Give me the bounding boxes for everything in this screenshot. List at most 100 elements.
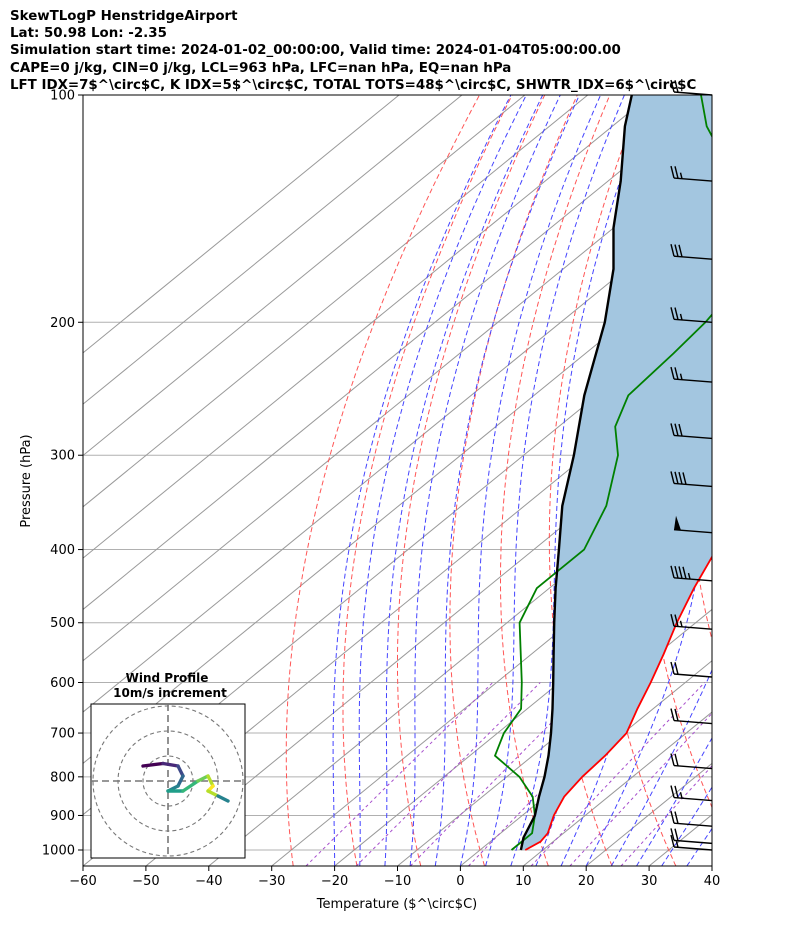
barb-feather — [670, 811, 675, 824]
wind-barb — [670, 661, 713, 678]
isotherm-line — [83, 95, 712, 611]
barb-staff — [673, 822, 713, 827]
barb-half-feather — [679, 172, 683, 179]
barb-feather — [674, 662, 679, 675]
barb-feather — [670, 614, 675, 627]
barb-feather — [670, 165, 675, 179]
barb-staff — [673, 255, 713, 260]
wind-barb — [670, 834, 713, 851]
hodograph-segment — [206, 774, 215, 788]
barb-half-feather — [675, 841, 679, 848]
y-axis-label: Pressure (hPa) — [19, 434, 34, 527]
location-line: Lat: 50.98 Lon: -2.35 — [10, 26, 167, 42]
x-tick-label: −30 — [258, 874, 285, 889]
x-axis-label: Temperature ($^\circ$C) — [316, 897, 477, 912]
cape-shade — [520, 95, 712, 850]
y-tick-label: 200 — [50, 316, 75, 331]
moist-adiabat — [585, 403, 712, 866]
barb-flag — [674, 515, 681, 531]
barb-feather — [678, 566, 683, 579]
hodograph-segment — [176, 774, 185, 788]
x-tick-label: −10 — [384, 874, 411, 889]
x-tick-label: 20 — [578, 874, 595, 889]
y-tick-label: 600 — [50, 676, 75, 691]
barb-feather — [670, 834, 675, 848]
isotherm-line — [83, 95, 463, 405]
chart-title: SkewTLogP HenstridgeAirport — [10, 9, 238, 24]
moist-adiabat — [358, 95, 527, 866]
barb-staff — [673, 482, 713, 488]
moist-adiabat — [711, 865, 712, 866]
y-tick-label: 900 — [50, 809, 75, 824]
moist-adiabat — [332, 95, 512, 866]
barb-feather — [670, 785, 675, 798]
wind-barb — [670, 785, 713, 802]
dry-adiabat — [771, 95, 794, 866]
wind-barb — [670, 471, 713, 488]
wind-barb — [670, 79, 713, 96]
barb-staff — [673, 625, 713, 630]
hodograph-segment — [161, 761, 180, 768]
y-tick-label: 700 — [50, 727, 75, 742]
dewpoint-profile — [493, 95, 712, 851]
barb-feather — [674, 828, 679, 841]
wind-barb — [670, 828, 713, 845]
x-tick-label: 40 — [704, 874, 721, 889]
wind-barb — [670, 753, 713, 770]
barb-feather — [674, 80, 679, 93]
barb-feather — [674, 423, 679, 436]
chart-header: SkewTLogP HenstridgeAirport Lat: 50.98 L… — [10, 8, 696, 94]
barb-half-feather — [679, 313, 683, 321]
inset-subtitle: 10m/s increment — [113, 686, 227, 700]
moist-adiabat — [384, 95, 544, 866]
barb-staff — [673, 177, 713, 182]
barb-feather — [674, 244, 679, 257]
dry-adiabat — [500, 95, 611, 866]
x-tick-label: −60 — [69, 874, 96, 889]
isotherm-line — [83, 95, 526, 457]
hodograph-segment — [196, 774, 210, 783]
mixing-ratio-line — [620, 765, 712, 866]
barb-feather — [678, 423, 683, 437]
barb-feather — [678, 244, 683, 258]
dry-adiabat — [449, 95, 578, 866]
barb-feather — [670, 708, 675, 721]
barb-feather — [670, 753, 675, 766]
barb-feather — [670, 828, 675, 841]
indices-line-1: CAPE=0 j/kg, CIN=0 j/kg, LCL=963 hPa, LF… — [10, 60, 512, 76]
x-tick-label: −20 — [321, 874, 348, 889]
barb-staff — [673, 796, 713, 802]
barb-feather — [678, 471, 683, 485]
barb-staff — [673, 529, 713, 534]
y-axis-ticks: 100 200 300 400 500 600 700 800 900 1000 — [42, 89, 83, 859]
wind-barb — [673, 515, 713, 534]
barb-feather — [674, 614, 679, 627]
barb-staff — [673, 764, 713, 770]
indices-line-2: LFT IDX=7$^\circ$C, K IDX=5$^\circ$C, TO… — [10, 77, 697, 93]
y-tick-label: 300 — [50, 449, 75, 464]
wind-barbs — [670, 79, 713, 851]
wind-barb — [670, 565, 713, 582]
wind-barb — [670, 614, 713, 630]
x-tick-label: −40 — [195, 874, 222, 889]
wind-profile-inset: Wind Profile 10m/s increment — [90, 671, 246, 859]
wind-barb — [670, 811, 713, 827]
y-tick-label: 400 — [50, 543, 75, 558]
barb-staff — [673, 378, 713, 383]
hodograph-segment — [176, 764, 185, 778]
parcel-profile — [519, 95, 633, 851]
barb-feather — [674, 367, 679, 380]
barb-feather — [670, 244, 675, 257]
barb-feather — [674, 785, 679, 799]
barb-half-feather — [679, 792, 683, 799]
dry-adiabat — [596, 95, 677, 866]
barb-feather — [674, 753, 679, 767]
barb-feather — [670, 565, 675, 578]
barb-staff — [673, 434, 713, 440]
barb-staff — [673, 846, 713, 851]
hodograph-segment — [206, 789, 220, 798]
temperature-profile — [524, 555, 712, 851]
isotherm-line — [83, 95, 651, 559]
barb-feather — [682, 472, 687, 485]
